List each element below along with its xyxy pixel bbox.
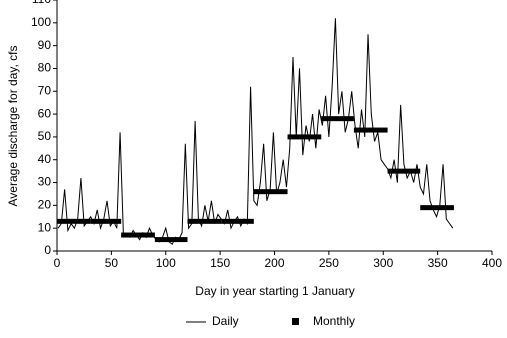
y-tick-label: 70	[38, 83, 52, 97]
y-tick-label: 50	[38, 129, 52, 143]
x-axis-label: Day in year starting 1 January	[195, 284, 354, 298]
monthly-bar	[387, 168, 421, 174]
y-tick-label: 100	[31, 15, 51, 29]
daily-line	[57, 18, 454, 245]
monthly-bar	[420, 205, 454, 211]
monthly-bar	[253, 189, 288, 195]
monthly-bar	[187, 218, 222, 224]
y-axis-label: Average discharge for day, cfs	[6, 46, 20, 207]
legend-label: Monthly	[313, 314, 355, 328]
y-tick-label: 0	[44, 243, 51, 257]
x-tick-label: 350	[428, 256, 448, 270]
y-tick-label: 60	[38, 106, 52, 120]
legend-label: Daily	[212, 314, 239, 328]
monthly-bar	[90, 218, 122, 224]
x-tick-label: 50	[105, 256, 119, 270]
monthly-bar	[121, 232, 155, 238]
y-tick-label: 30	[38, 175, 52, 189]
x-tick-label: 400	[482, 256, 502, 270]
y-tick-label: 80	[38, 61, 52, 75]
y-tick-label: 40	[38, 152, 52, 166]
x-tick-label: 250	[319, 256, 339, 270]
x-tick-label: 150	[210, 256, 230, 270]
monthly-bar	[221, 218, 254, 224]
monthly-bar	[321, 116, 354, 122]
monthly-bar	[287, 134, 322, 140]
monthly-bar	[57, 218, 91, 224]
x-tick-label: 0	[54, 256, 61, 270]
x-tick-label: 200	[264, 256, 284, 270]
y-tick-label: 110	[32, 0, 51, 6]
legend-marker	[292, 318, 299, 325]
y-tick-label: 20	[38, 198, 52, 212]
y-tick-label: 10	[38, 220, 52, 234]
x-tick-label: 300	[373, 256, 393, 270]
x-tick-label: 100	[156, 256, 176, 270]
y-tick-label: 90	[38, 38, 52, 52]
monthly-bar	[353, 127, 388, 133]
monthly-bar	[154, 237, 188, 243]
